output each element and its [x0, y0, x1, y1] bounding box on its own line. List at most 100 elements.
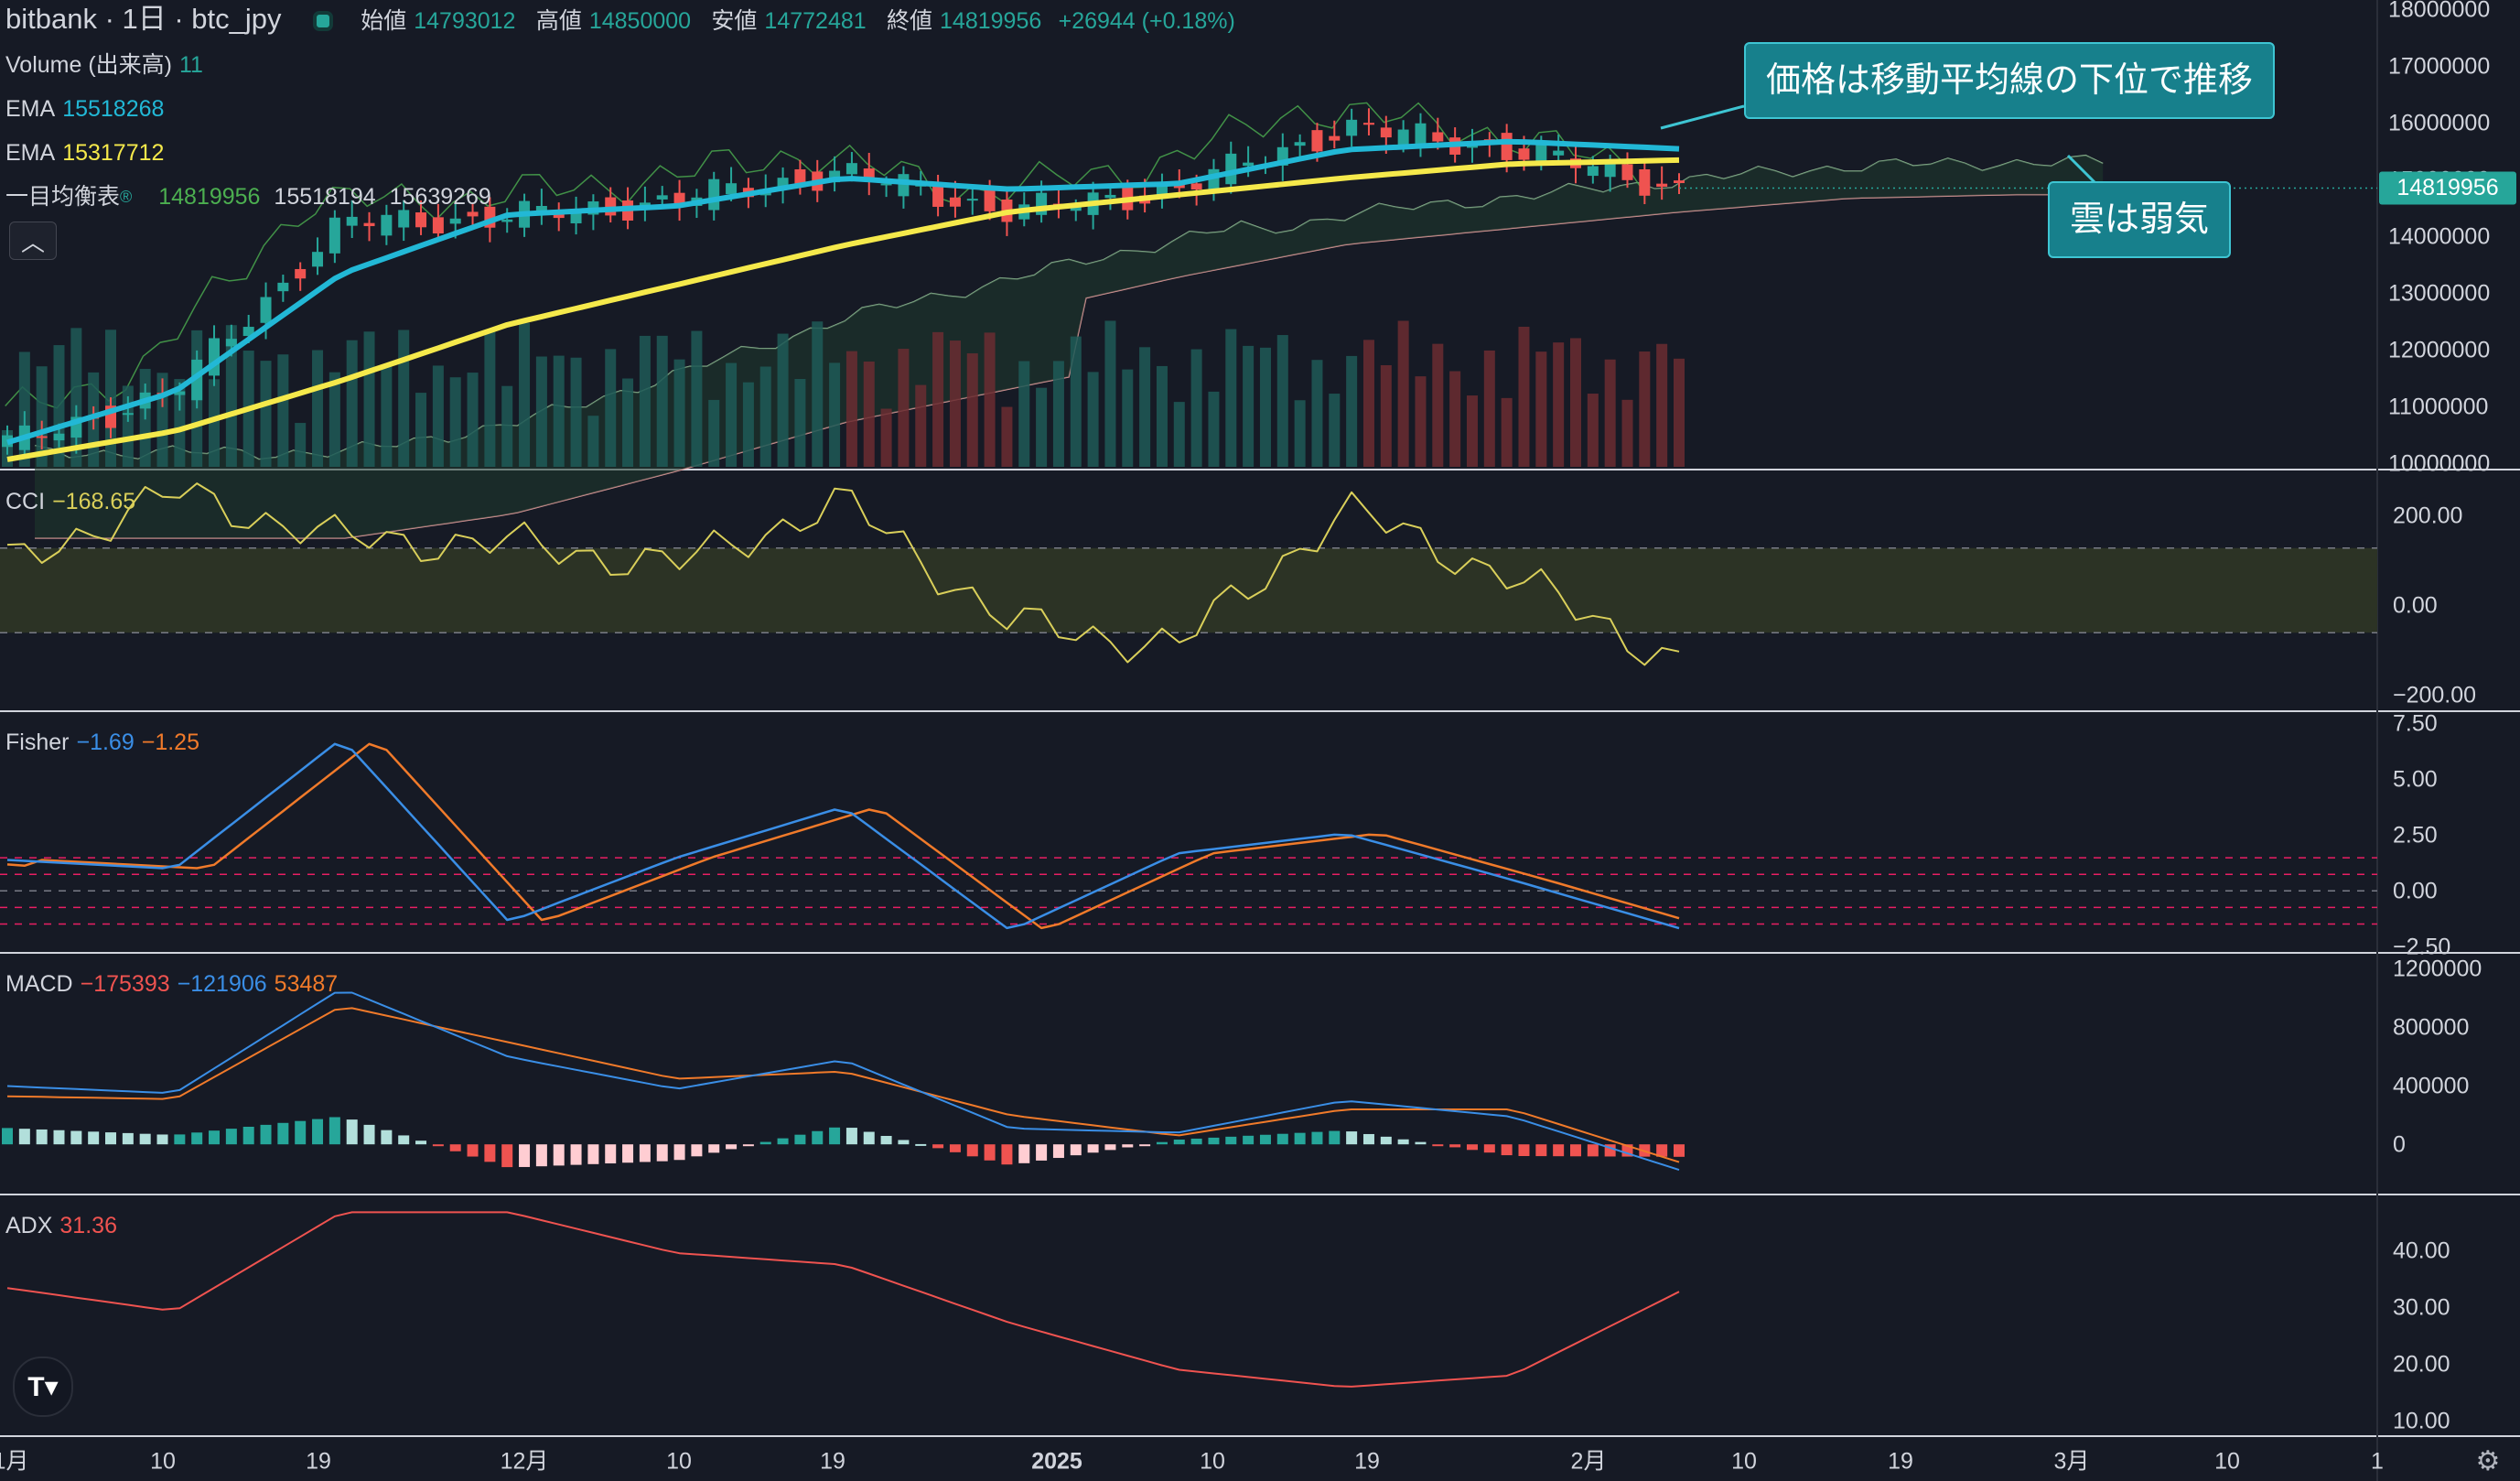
legend-volume[interactable]: Volume (出来高) 11	[5, 51, 210, 79]
candle-body	[949, 197, 961, 207]
volume-bar	[829, 362, 841, 467]
candle-body	[1156, 185, 1168, 196]
cci-label: CCI	[5, 489, 46, 514]
macd-hist-bar	[570, 1144, 582, 1165]
macd-hist-bar	[70, 1130, 82, 1145]
macd-hist-bar	[1587, 1144, 1599, 1157]
volume-bar	[346, 340, 358, 467]
volume-bar	[726, 362, 738, 467]
candle-body	[1674, 180, 1685, 184]
macd-hist-bar	[295, 1120, 307, 1145]
candle-body	[845, 163, 857, 175]
chikou-line	[5, 102, 1643, 409]
candle-body	[1656, 183, 1668, 188]
macd-hist-bar	[139, 1133, 151, 1145]
macd-hist-bar	[277, 1122, 289, 1145]
macd-hist-bar	[829, 1127, 841, 1145]
volume-bar	[656, 335, 668, 467]
candle-body	[295, 268, 307, 279]
macd-hist-bar	[398, 1135, 410, 1145]
volume-bar	[277, 354, 289, 467]
legend-adx[interactable]: ADX 31.36	[5, 1212, 124, 1239]
time-tick-label: 3月	[2054, 1449, 2090, 1475]
legend-ichimoku[interactable]: 一目均衡表® 14819956 15518194 15639269	[5, 183, 499, 211]
macd-hist-bar	[1380, 1136, 1392, 1145]
candle-body	[880, 183, 892, 186]
open-value: 14793012	[414, 8, 516, 34]
fisher-signal-line	[6, 742, 1680, 930]
high-value: 14850000	[588, 8, 692, 34]
macd-hist-bar	[53, 1130, 65, 1145]
volume-bar	[484, 331, 496, 467]
macd-hist-bar	[432, 1144, 444, 1147]
legend-ema-fast[interactable]: EMA 15518268	[5, 95, 171, 123]
volume-bar	[1329, 394, 1341, 467]
chevron-up-icon: ︿	[20, 228, 45, 256]
macd-label: MACD	[5, 971, 73, 997]
volume-bar	[1501, 397, 1513, 467]
volume-bar	[691, 330, 703, 467]
annotation-cloud-bearish[interactable]: 雲は弱気	[2048, 181, 2232, 258]
ichimoku-v3: 15639269	[389, 184, 491, 210]
legend-cci[interactable]: CCI −168.65	[5, 488, 143, 515]
macd-hist-bar	[1070, 1144, 1082, 1156]
low-value: 14772481	[764, 8, 867, 34]
fisher-v2: −1.25	[141, 730, 199, 755]
volume-bar	[1518, 326, 1530, 467]
candle-body	[1070, 206, 1082, 211]
candle-body	[381, 214, 393, 236]
candle-body	[432, 217, 444, 234]
candle-body	[656, 195, 668, 200]
macd-hist-bar	[1569, 1144, 1581, 1157]
macd-hist-bar	[932, 1144, 944, 1149]
cci-line	[6, 482, 1680, 666]
annotation-price-below-ma[interactable]: 価格は移動平均線の下位で推移	[1744, 42, 2276, 119]
volume-bar	[415, 393, 427, 467]
macd-hist-bar	[845, 1128, 857, 1145]
symbol-title[interactable]: bitbank · 1日 · btc_jpy	[5, 3, 282, 35]
ema-fast-line	[6, 138, 1680, 446]
macd-hist-bar	[1122, 1144, 1134, 1148]
macd-hist-bar	[209, 1130, 221, 1145]
volume-bar	[1432, 343, 1444, 467]
fisher-v1: −1.69	[76, 730, 135, 755]
fisher-tick-label: 2.50	[2393, 823, 2438, 849]
volume-bar	[1587, 394, 1599, 467]
volume-bar	[1639, 351, 1651, 467]
collapse-legend-button[interactable]: ︿	[9, 222, 57, 260]
macd-hist-bar	[691, 1144, 703, 1157]
volume-bar	[432, 365, 444, 467]
macd-signal-line	[6, 1007, 1680, 1163]
candle-body	[1243, 162, 1255, 167]
macd-hist-bar	[708, 1144, 720, 1153]
macd-v2: −121906	[177, 971, 267, 997]
time-tick-label: 19	[1888, 1449, 1913, 1475]
candle-body	[225, 339, 237, 347]
macd-hist-bar	[535, 1144, 547, 1167]
candle-body	[191, 359, 203, 401]
gear-icon[interactable]: ⚙	[2475, 1446, 2501, 1476]
macd-hist-bar	[1329, 1130, 1341, 1145]
candle-body	[1535, 145, 1547, 162]
candle-body	[1362, 123, 1374, 125]
volume-bar	[1604, 359, 1616, 467]
ichimoku-registered-icon: ®	[120, 188, 133, 206]
current-price-tag-label: 14819956	[2396, 175, 2498, 200]
adx-label: ADX	[5, 1213, 53, 1238]
macd-hist-bar	[105, 1132, 117, 1145]
candle-body	[1466, 145, 1478, 148]
volume-bar	[1225, 329, 1237, 467]
macd-hist-bar	[484, 1144, 496, 1162]
macd-hist-bar	[1294, 1132, 1306, 1145]
legend-macd[interactable]: MACD −175393 −121906 53487	[5, 970, 345, 998]
volume-bar	[1553, 342, 1565, 467]
volume-bar	[587, 416, 599, 467]
legend-fisher[interactable]: Fisher −1.69 −1.25	[5, 729, 207, 756]
macd-hist-bar	[1052, 1144, 1064, 1159]
volume-bar	[1190, 349, 1202, 467]
tradingview-logo[interactable]: T▾	[13, 1357, 73, 1417]
legend-ema-slow[interactable]: EMA 15317712	[5, 139, 171, 167]
